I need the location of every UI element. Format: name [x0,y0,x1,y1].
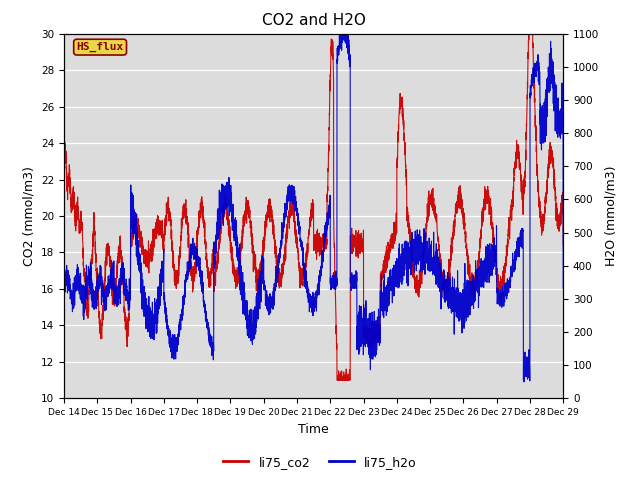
X-axis label: Time: Time [298,423,329,436]
Title: CO2 and H2O: CO2 and H2O [262,13,365,28]
Legend: li75_co2, li75_h2o: li75_co2, li75_h2o [218,451,422,474]
Y-axis label: CO2 (mmol/m3): CO2 (mmol/m3) [22,166,35,266]
Y-axis label: H2O (mmol/m3): H2O (mmol/m3) [605,166,618,266]
Text: HS_flux: HS_flux [77,42,124,52]
